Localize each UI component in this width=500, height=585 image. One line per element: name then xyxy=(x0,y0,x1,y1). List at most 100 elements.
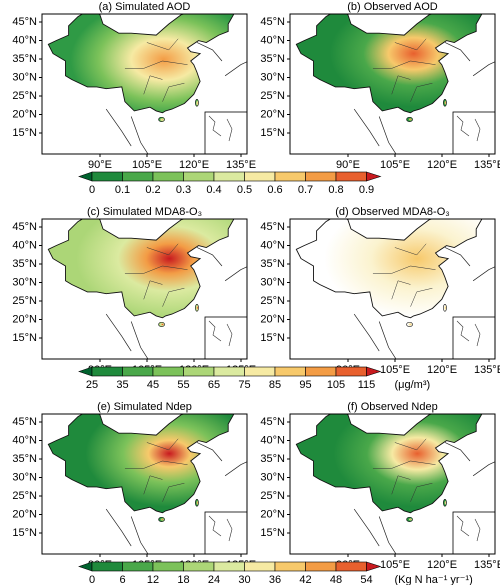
colorbar-tick-label: 0.4 xyxy=(206,184,221,196)
colorbar-cell xyxy=(366,171,382,182)
lon-label: 135°E xyxy=(474,159,500,171)
colorbar-tick-label: 85 xyxy=(269,379,281,391)
inset-coast xyxy=(456,115,481,142)
lat-label: 40°N xyxy=(12,239,37,251)
colorbar-tick-label: 0.6 xyxy=(267,184,282,196)
lat-label: 15°N xyxy=(260,527,285,539)
lon-label: 90°E xyxy=(88,159,112,171)
lat-label: 15°N xyxy=(12,127,37,139)
colorbar-tick-label: 0 xyxy=(89,184,95,196)
lat-label: 40°N xyxy=(12,434,37,446)
colorbar-cell xyxy=(244,171,276,182)
colorbar-tick-label: 0.1 xyxy=(115,184,130,196)
colorbar-cell xyxy=(335,366,367,377)
colorbar-tick-label: 6 xyxy=(119,574,125,585)
colorbar-cell xyxy=(244,561,276,572)
map-frame xyxy=(41,413,248,555)
province-lines xyxy=(124,243,188,307)
china-region xyxy=(295,14,483,114)
island xyxy=(158,321,165,327)
lon-label: 120°E xyxy=(179,159,209,171)
colorbar-cell xyxy=(91,561,123,572)
colorbar-tick-label: 0.8 xyxy=(328,184,343,196)
province-lines xyxy=(372,438,436,502)
colorbar-cell xyxy=(213,171,245,182)
lon-label: 120°E xyxy=(427,364,457,376)
lat-label: 30°N xyxy=(260,276,285,288)
colorbar-tick-label: 54 xyxy=(360,574,372,585)
colorbar-cell xyxy=(152,366,184,377)
panel-title: (c) Simulated MDA8-O₃ xyxy=(87,206,202,218)
coastline xyxy=(105,42,247,154)
lat-label: 30°N xyxy=(260,71,285,83)
lon-label: 135°E xyxy=(226,159,256,171)
lat-label: 45°N xyxy=(12,416,37,428)
lat-label: 30°N xyxy=(12,471,37,483)
china-region xyxy=(295,414,483,514)
lat-label: 20°N xyxy=(12,313,37,325)
panel-title: (b) Observed AOD xyxy=(347,1,438,13)
lon-label: 135°E xyxy=(474,364,500,376)
colorbar-tick-label: 0.9 xyxy=(359,184,374,196)
lat-label: 40°N xyxy=(260,239,285,251)
lat-label: 35°N xyxy=(260,53,285,65)
lat-label: 40°N xyxy=(260,434,285,446)
lat-label: 40°N xyxy=(260,34,285,46)
island xyxy=(443,499,447,507)
map-frame xyxy=(41,218,248,360)
island xyxy=(158,116,165,122)
lat-label: 45°N xyxy=(12,221,37,233)
lat-label: 25°N xyxy=(12,90,37,102)
colorbar-cell xyxy=(244,366,276,377)
lat-label: 45°N xyxy=(260,221,285,233)
colorbar-tick-label: 45 xyxy=(147,379,159,391)
colorbar-tick-label: 42 xyxy=(299,574,311,585)
lat-label: 15°N xyxy=(260,332,285,344)
colorbar-cell xyxy=(122,561,154,572)
lat-label: 35°N xyxy=(12,258,37,270)
island xyxy=(195,304,199,312)
island xyxy=(406,116,413,122)
colorbar-tick-label: 0.5 xyxy=(237,184,252,196)
panel-title: (e) Simulated Ndep xyxy=(97,401,192,413)
colorbar-cell xyxy=(274,171,306,182)
colorbar-tick-label: 48 xyxy=(330,574,342,585)
colorbar-tick-label: 75 xyxy=(238,379,250,391)
lat-label: 20°N xyxy=(12,108,37,120)
inset-coast xyxy=(456,515,481,542)
colorbar-cell xyxy=(366,366,382,377)
map xyxy=(41,13,248,155)
lon-label: 120°E xyxy=(427,559,457,571)
coastline xyxy=(353,42,495,154)
map-frame xyxy=(289,218,496,360)
coastline xyxy=(353,247,495,359)
colorbar-cell xyxy=(122,171,154,182)
colorbar-tick-label: 0.7 xyxy=(298,184,313,196)
colorbar-tick-label: 55 xyxy=(177,379,189,391)
colorbar-tick-label: 0 xyxy=(89,574,95,585)
lon-label: 120°E xyxy=(427,159,457,171)
lat-label: 45°N xyxy=(12,16,37,28)
colorbar-tick-label: 12 xyxy=(147,574,159,585)
province-lines xyxy=(124,438,188,502)
map xyxy=(289,413,496,555)
lat-label: 30°N xyxy=(12,71,37,83)
colorbar-cell xyxy=(91,171,123,182)
lat-label: 15°N xyxy=(260,127,285,139)
colorbar-cell xyxy=(122,366,154,377)
colorbar-tick-label: 18 xyxy=(177,574,189,585)
lat-label: 15°N xyxy=(12,332,37,344)
colorbar-cell xyxy=(305,561,337,572)
lat-label: 45°N xyxy=(260,16,285,28)
colorbar-tick-label: 95 xyxy=(299,379,311,391)
map-body xyxy=(295,219,495,359)
lon-label: 135°E xyxy=(474,559,500,571)
lat-label: 25°N xyxy=(260,295,285,307)
lat-label: 25°N xyxy=(12,295,37,307)
island xyxy=(406,516,413,522)
china-region xyxy=(47,414,235,514)
colorbar-unit: (μg/m³) xyxy=(395,379,431,391)
map-body xyxy=(47,14,247,154)
colorbar-tick-label: 65 xyxy=(208,379,220,391)
